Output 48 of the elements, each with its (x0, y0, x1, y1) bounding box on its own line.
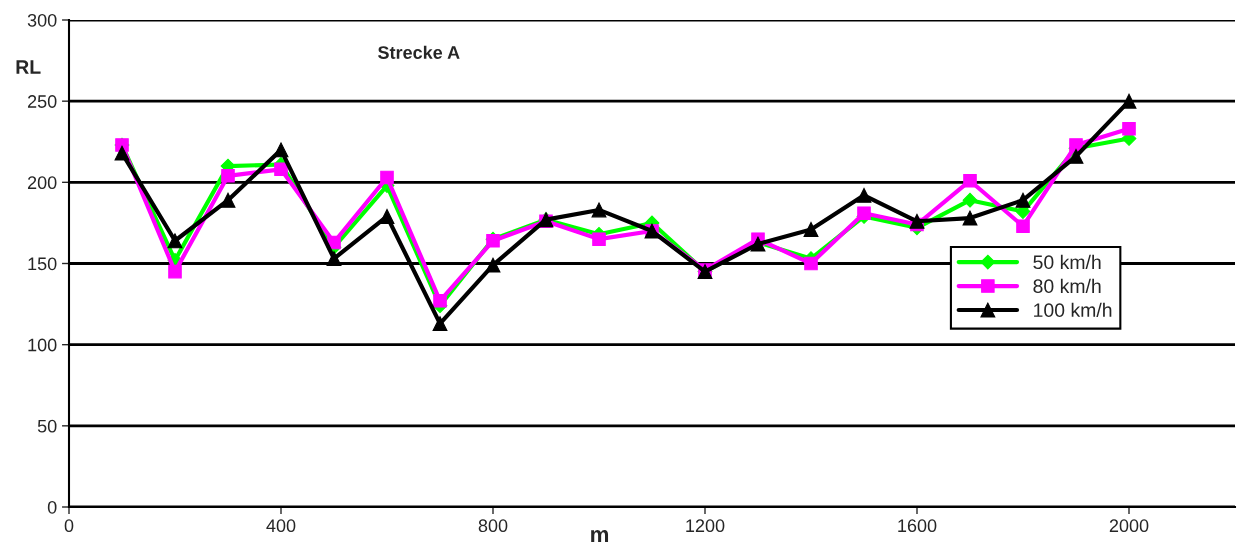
point (963, 173, 977, 188)
y-tick-label: 250 (27, 95, 57, 108)
x-axis-title: m (591, 530, 609, 542)
x-tick-label: 1200 (686, 519, 725, 533)
point (167, 233, 183, 249)
point (803, 221, 819, 237)
point (1122, 121, 1136, 136)
point (856, 187, 872, 203)
point (485, 257, 501, 273)
point (380, 170, 394, 185)
point (592, 232, 606, 246)
point (114, 145, 130, 161)
x-tick-label: 1600 (898, 519, 937, 533)
point (909, 213, 925, 229)
point (1069, 138, 1083, 152)
point (379, 208, 395, 224)
x-tick-label: 800 (478, 519, 508, 533)
point (433, 294, 447, 308)
point (221, 169, 235, 183)
point (273, 142, 289, 158)
text: Strecke A (378, 45, 460, 59)
point (962, 210, 978, 226)
point (1016, 219, 1030, 233)
point (804, 256, 818, 271)
point (962, 192, 978, 208)
point (1068, 148, 1084, 164)
y-tick-label: 50 (37, 419, 57, 433)
legend-label: 100 km/h (1034, 302, 1112, 318)
point (432, 316, 448, 332)
point (326, 251, 342, 267)
point (1121, 93, 1137, 109)
y-tick-label: 150 (28, 257, 57, 271)
legend-label: 80 km/h (1033, 278, 1101, 294)
point (220, 192, 236, 208)
x-tick-label: 2000 (1109, 519, 1149, 533)
point (591, 202, 607, 218)
y-tick-label: 300 (27, 13, 57, 27)
y-tick-label: 200 (27, 176, 57, 190)
y-tick-label: 100 (28, 338, 57, 352)
x-tick-label: 400 (266, 519, 296, 533)
y-axis-title: RL (16, 60, 41, 74)
point (1015, 192, 1031, 208)
x-tick-label: 0 (64, 519, 74, 533)
point (857, 206, 871, 220)
point (168, 264, 182, 279)
point (274, 162, 288, 177)
legend-label: 50 km/h (1033, 254, 1101, 270)
y-tick-label: 0 (47, 500, 57, 514)
